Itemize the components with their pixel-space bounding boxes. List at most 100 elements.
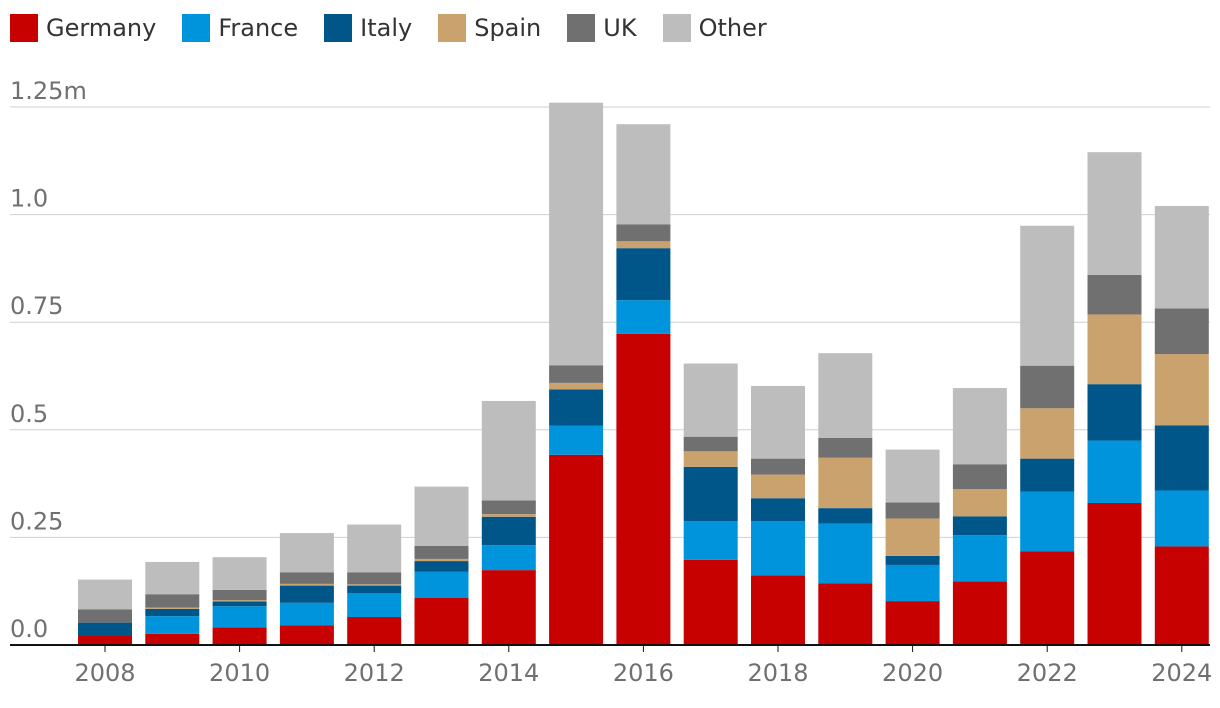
y-tick-label: 0.5 [10, 400, 48, 428]
bar-germany-2021 [952, 581, 1007, 645]
bar-uk-2015 [549, 365, 604, 383]
bar-italy-2013 [414, 561, 469, 572]
bar-uk-2012 [347, 572, 402, 585]
bar-other-2016 [616, 124, 671, 225]
bar-germany-2009 [145, 633, 200, 645]
bar-spain-2023 [1087, 314, 1142, 385]
bar-other-2020 [885, 449, 940, 503]
bar-spain-2011 [279, 583, 334, 586]
bar-uk-2014 [481, 500, 536, 515]
legend-label: Spain [474, 14, 542, 42]
legend-swatch [182, 14, 211, 42]
legend-swatch [10, 14, 38, 42]
bar-france-2012 [347, 593, 402, 618]
legend-item-france: France [182, 14, 298, 42]
bar-uk-2011 [279, 572, 334, 584]
bar-uk-2009 [145, 594, 200, 608]
bar-italy-2015 [549, 389, 604, 426]
bar-other-2024 [1154, 205, 1209, 309]
bar-france-2023 [1087, 440, 1142, 503]
bar-spain-2010 [212, 600, 267, 602]
bar-italy-2008 [78, 622, 132, 636]
bar-other-2008 [78, 579, 132, 610]
legend-label: Germany [46, 14, 157, 42]
bar-other-2010 [212, 557, 267, 590]
bar-france-2013 [414, 571, 469, 598]
bar-italy-2017 [683, 466, 738, 522]
bar-germany-2020 [885, 601, 940, 645]
bar-italy-2011 [279, 585, 334, 603]
bar-italy-2010 [212, 601, 267, 607]
legend: Germany France Italy Spain UK Other [10, 10, 793, 46]
bar-germany-2011 [279, 625, 334, 645]
bar-france-2009 [145, 616, 200, 634]
bar-spain-2017 [683, 451, 738, 467]
x-tick-label: 2008 [74, 659, 135, 687]
bar-germany-2013 [414, 597, 469, 645]
bar-germany-2016 [616, 333, 671, 645]
x-tick-label: 2020 [882, 659, 943, 687]
bar-uk-2022 [1020, 365, 1075, 409]
bar-spain-2024 [1154, 354, 1209, 426]
legend-item-italy: Italy [324, 14, 412, 42]
bar-italy-2021 [952, 516, 1007, 536]
bar-germany-2012 [347, 617, 402, 645]
x-tick-label: 2018 [747, 659, 808, 687]
bar-uk-2021 [952, 464, 1007, 490]
bar-france-2021 [952, 535, 1007, 582]
bar-france-2017 [683, 521, 738, 560]
bar-italy-2016 [616, 248, 671, 301]
bar-france-2018 [751, 521, 805, 576]
bar-france-2015 [549, 425, 604, 455]
bar-other-2018 [751, 385, 805, 459]
bar-uk-2020 [885, 502, 940, 519]
bar-other-2019 [818, 353, 873, 438]
bar-other-2009 [145, 561, 200, 595]
bar-italy-2020 [885, 555, 940, 565]
bar-spain-2020 [885, 518, 940, 556]
bar-uk-2010 [212, 589, 267, 601]
y-tick-label: 0.0 [10, 615, 48, 643]
bar-spain-2016 [616, 241, 671, 249]
bar-france-2014 [481, 545, 536, 571]
bar-france-2011 [279, 602, 334, 626]
x-tick-label: 2012 [344, 659, 405, 687]
y-tick-label: 1.0 [10, 185, 48, 213]
bar-other-2015 [549, 102, 604, 366]
bar-spain-2022 [1020, 408, 1075, 459]
bar-spain-2009 [145, 607, 200, 609]
bar-other-2012 [347, 524, 402, 573]
bar-uk-2017 [683, 436, 738, 452]
bar-italy-2009 [145, 608, 200, 617]
bar-germany-2024 [1154, 546, 1209, 645]
bar-uk-2023 [1087, 274, 1142, 315]
y-tick-label: 1.25m [10, 77, 87, 105]
bar-italy-2019 [818, 508, 873, 524]
bar-other-2022 [1020, 225, 1075, 366]
bar-italy-2024 [1154, 425, 1209, 491]
bar-italy-2014 [481, 516, 536, 546]
bar-spain-2019 [818, 457, 873, 509]
bar-uk-2019 [818, 437, 873, 458]
bar-germany-2017 [683, 559, 738, 645]
bar-other-2013 [414, 486, 469, 547]
bar-uk-2018 [751, 458, 805, 475]
bar-other-2017 [683, 363, 738, 437]
bar-uk-2024 [1154, 308, 1209, 355]
bar-germany-2023 [1087, 502, 1142, 645]
legend-item-other: Other [662, 14, 767, 42]
legend-item-uk: UK [567, 14, 637, 42]
legend-label: France [218, 14, 299, 42]
legend-swatch [567, 14, 596, 42]
bar-italy-2012 [347, 585, 402, 594]
bar-spain-2021 [952, 489, 1007, 517]
bar-uk-2008 [78, 609, 132, 623]
bar-france-2024 [1154, 490, 1209, 547]
x-tick-label: 2014 [478, 659, 539, 687]
bar-spain-2018 [751, 474, 805, 499]
bar-spain-2012 [347, 584, 402, 586]
legend-item-spain: Spain [438, 14, 541, 42]
bar-france-2022 [1020, 491, 1075, 552]
legend-label: Italy [360, 14, 413, 42]
